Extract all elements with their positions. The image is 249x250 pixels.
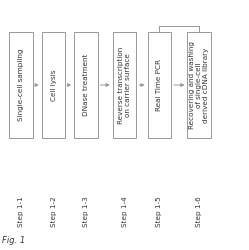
Bar — [187, 32, 211, 138]
Text: Cell lysis: Cell lysis — [51, 69, 57, 101]
Text: DNase treatment: DNase treatment — [83, 54, 89, 116]
Text: Recovering and washing
of single-cell
derived cDNA library: Recovering and washing of single-cell de… — [189, 41, 209, 129]
Bar — [113, 32, 136, 138]
Text: Real Time PCR: Real Time PCR — [156, 59, 162, 111]
Text: Step 1-1: Step 1-1 — [18, 196, 24, 226]
Text: Reverse transcription
on carrier surface: Reverse transcription on carrier surface — [118, 46, 131, 124]
Bar — [74, 32, 98, 138]
Bar — [9, 32, 33, 138]
Text: Step 1-6: Step 1-6 — [196, 196, 202, 226]
Text: Step 1-2: Step 1-2 — [51, 196, 57, 226]
Text: Step 1-3: Step 1-3 — [83, 196, 89, 226]
Bar — [147, 32, 171, 138]
Bar — [42, 32, 65, 138]
Text: Step 1-5: Step 1-5 — [156, 196, 162, 226]
Text: Step 1-4: Step 1-4 — [122, 196, 127, 226]
Text: Fig. 1: Fig. 1 — [2, 236, 26, 245]
Text: Single-cell sampling: Single-cell sampling — [18, 49, 24, 121]
